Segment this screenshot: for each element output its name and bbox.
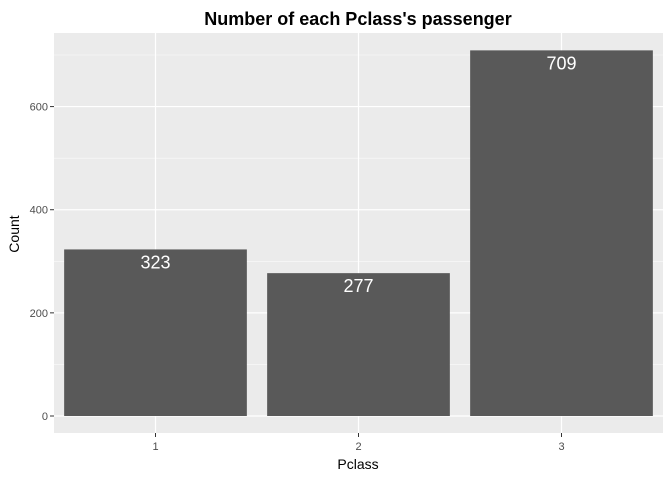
- axis-layer: 0 200 400 600 1 2 3: [30, 102, 565, 453]
- bars-layer: [64, 50, 653, 416]
- chart-title: Number of each Pclass's passenger: [204, 9, 511, 29]
- x-tick-label: 1: [152, 441, 158, 453]
- data-label: 323: [140, 252, 170, 272]
- data-label: 709: [546, 53, 576, 73]
- y-axis-title: Count: [6, 215, 22, 252]
- x-tick-label: 2: [355, 441, 361, 453]
- y-tick-label: 200: [30, 308, 48, 320]
- y-tick-label: 600: [30, 102, 48, 114]
- data-label: 277: [343, 276, 373, 296]
- data-labels-layer: 323 277 709: [140, 53, 576, 296]
- bar: [267, 273, 450, 416]
- x-axis-title: Pclass: [337, 456, 378, 472]
- y-tick-label: 400: [30, 205, 48, 217]
- x-tick-label: 3: [558, 441, 564, 453]
- y-tick-label: 0: [42, 411, 48, 423]
- bar: [470, 50, 653, 416]
- bar: [64, 249, 247, 416]
